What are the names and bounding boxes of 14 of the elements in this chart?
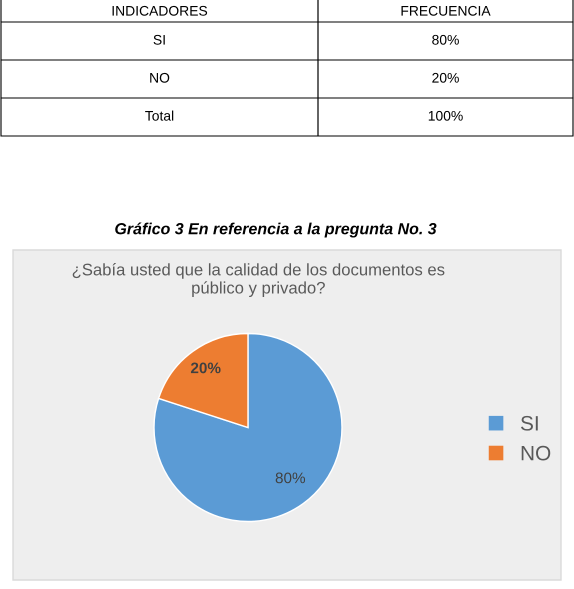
text: 80% xyxy=(432,34,459,45)
data-label: 20% xyxy=(190,362,221,374)
text: Total xyxy=(145,110,174,121)
text: NO xyxy=(150,72,170,83)
text: FRECUENCIA xyxy=(401,6,491,16)
chart-title: ¿Sabía usted que la calidad de los documentos es público y privado? xyxy=(72,263,444,297)
text: 100% xyxy=(428,110,463,121)
legend-label: SI xyxy=(520,416,538,431)
legend-label: NO xyxy=(522,446,550,461)
text: SI xyxy=(154,34,165,45)
text: Gráfico 3 En referencia a la pregunta No. 3 xyxy=(115,222,436,238)
data-label: 80% xyxy=(276,472,306,484)
text: INDICADORES xyxy=(112,6,208,16)
text: 20% xyxy=(432,72,459,83)
